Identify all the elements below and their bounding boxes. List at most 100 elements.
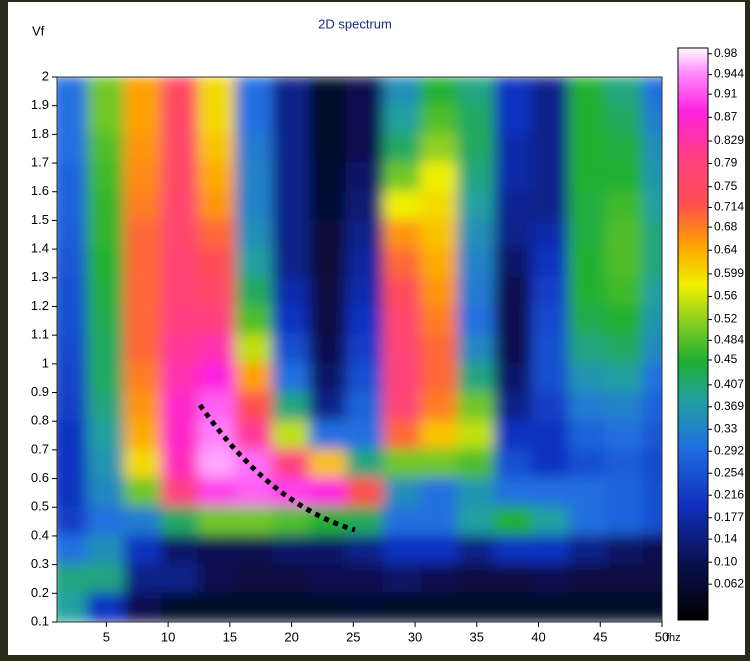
y-tick-label: 1.8 bbox=[31, 126, 49, 141]
heatmap-cell bbox=[86, 477, 126, 509]
heatmap-cell bbox=[57, 77, 89, 107]
heatmap-cell bbox=[197, 248, 238, 279]
heatmap-cell bbox=[197, 448, 238, 480]
heatmap-cell bbox=[568, 248, 608, 279]
heatmap-cell bbox=[235, 420, 275, 451]
heatmap-cell bbox=[531, 477, 571, 509]
heatmap-cell bbox=[457, 305, 497, 337]
heatmap-cell bbox=[383, 477, 423, 509]
heatmap-cell bbox=[494, 77, 534, 107]
x-tick-label: 50 bbox=[655, 629, 669, 644]
heatmap-cell bbox=[605, 420, 645, 451]
heatmap-cell bbox=[309, 563, 349, 595]
x-tick-label: 40 bbox=[531, 629, 545, 644]
heatmap-cell bbox=[309, 534, 349, 566]
heatmap-cell bbox=[383, 133, 423, 165]
heatmap-cell bbox=[531, 305, 571, 337]
heatmap-cell bbox=[568, 506, 608, 537]
colorbar-tick-label: 0.87 bbox=[714, 110, 738, 124]
heatmap-cell bbox=[568, 391, 608, 423]
heatmap-cell bbox=[309, 391, 349, 423]
heatmap-cell bbox=[494, 534, 534, 566]
heatmap-cell bbox=[457, 334, 497, 365]
heatmap-cell bbox=[531, 391, 571, 423]
heatmap-cell bbox=[457, 77, 497, 107]
colorbar-tick-label: 0.68 bbox=[714, 219, 738, 233]
y-tick-label: 1.1 bbox=[31, 327, 49, 342]
heatmap-cell bbox=[383, 534, 423, 566]
colorbar-tick-label: 0.79 bbox=[714, 156, 738, 170]
heatmap-cell bbox=[605, 305, 645, 337]
heatmap-cell bbox=[642, 248, 662, 279]
y-axis-label: Vf bbox=[32, 23, 45, 38]
heatmap-cell bbox=[383, 219, 423, 251]
y-tick-label: 1.3 bbox=[31, 269, 49, 284]
heatmap-cell bbox=[605, 77, 645, 107]
heatmap-cell bbox=[272, 133, 312, 165]
heatmap-cell bbox=[160, 248, 200, 279]
heatmap-cell bbox=[568, 334, 608, 365]
heatmap-cell bbox=[86, 448, 126, 480]
heatmap-cell bbox=[346, 477, 386, 509]
heatmap-cell bbox=[346, 592, 386, 622]
heatmap-cell bbox=[568, 534, 608, 566]
heatmap-cell bbox=[160, 276, 200, 308]
heatmap-cell bbox=[86, 420, 126, 451]
colorbar-tick-label: 0.75 bbox=[714, 179, 738, 193]
heatmap-cell bbox=[235, 506, 275, 537]
heatmap-cell bbox=[160, 219, 200, 251]
chart-title: 2D spectrum bbox=[318, 16, 392, 31]
heatmap-cell bbox=[568, 104, 608, 136]
colorbar-tick-label: 0.714 bbox=[714, 200, 744, 214]
heatmap-cell bbox=[160, 448, 200, 480]
heatmap-cell bbox=[123, 477, 163, 509]
heatmap-cell bbox=[531, 362, 571, 394]
x-tick-label: 35 bbox=[470, 629, 484, 644]
heatmap-cell bbox=[420, 77, 460, 107]
heatmap-cell bbox=[383, 391, 423, 423]
heatmap-cell bbox=[160, 190, 200, 222]
heatmap-cell bbox=[494, 276, 534, 308]
heatmap-cell bbox=[420, 592, 460, 622]
heatmap-cell bbox=[57, 104, 89, 136]
heatmap-cell bbox=[642, 219, 662, 251]
heatmap-cell bbox=[420, 334, 460, 365]
heatmap-cell bbox=[457, 276, 497, 308]
heatmap-cell bbox=[57, 248, 89, 279]
heatmap-cell bbox=[123, 420, 163, 451]
heatmap-cell bbox=[457, 506, 497, 537]
heatmap-cell bbox=[309, 248, 349, 279]
heatmap-cell bbox=[605, 506, 645, 537]
heatmap-cell bbox=[642, 104, 662, 136]
heatmap-cell bbox=[494, 391, 534, 423]
heatmap-cell bbox=[346, 506, 386, 537]
heatmap-cell bbox=[123, 563, 163, 595]
heatmap-cell bbox=[57, 162, 89, 193]
heatmap-cell bbox=[197, 276, 238, 308]
heatmap-cell bbox=[346, 248, 386, 279]
heatmap-cell bbox=[383, 276, 423, 308]
heatmap-cell bbox=[272, 305, 312, 337]
heatmap-cell bbox=[309, 506, 349, 537]
heatmap-cell bbox=[309, 162, 349, 193]
heatmap-cell bbox=[494, 477, 534, 509]
heatmap-cell bbox=[57, 534, 89, 566]
y-tick-label: 1 bbox=[42, 355, 49, 370]
y-tick-label: 1.7 bbox=[31, 154, 49, 169]
heatmap-cell bbox=[642, 362, 662, 394]
y-tick-label: 0.7 bbox=[31, 441, 49, 456]
heatmap-cell bbox=[123, 506, 163, 537]
x-tick-label: 15 bbox=[223, 629, 237, 644]
heatmap-cell bbox=[346, 563, 386, 595]
heatmap-cell bbox=[494, 362, 534, 394]
heatmap-cell bbox=[197, 190, 238, 222]
heatmap-cell bbox=[57, 563, 89, 595]
heatmap-cell bbox=[160, 133, 200, 165]
heatmap-cell bbox=[123, 219, 163, 251]
heatmap-cell bbox=[309, 477, 349, 509]
x-tick-label: 20 bbox=[284, 629, 298, 644]
heatmap-cell bbox=[420, 190, 460, 222]
heatmap-cell bbox=[346, 362, 386, 394]
heatmap-cell bbox=[383, 190, 423, 222]
